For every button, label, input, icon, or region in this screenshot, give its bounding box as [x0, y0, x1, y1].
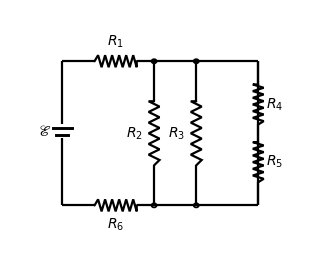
Text: $R_6$: $R_6$	[107, 216, 124, 233]
Text: $R_2$: $R_2$	[126, 125, 143, 141]
Text: $R_5$: $R_5$	[266, 154, 283, 170]
Text: $R_4$: $R_4$	[266, 96, 283, 113]
Text: $R_3$: $R_3$	[168, 125, 185, 141]
Text: $\mathscr{E}$: $\mathscr{E}$	[38, 124, 51, 139]
Text: $R_1$: $R_1$	[107, 34, 124, 50]
